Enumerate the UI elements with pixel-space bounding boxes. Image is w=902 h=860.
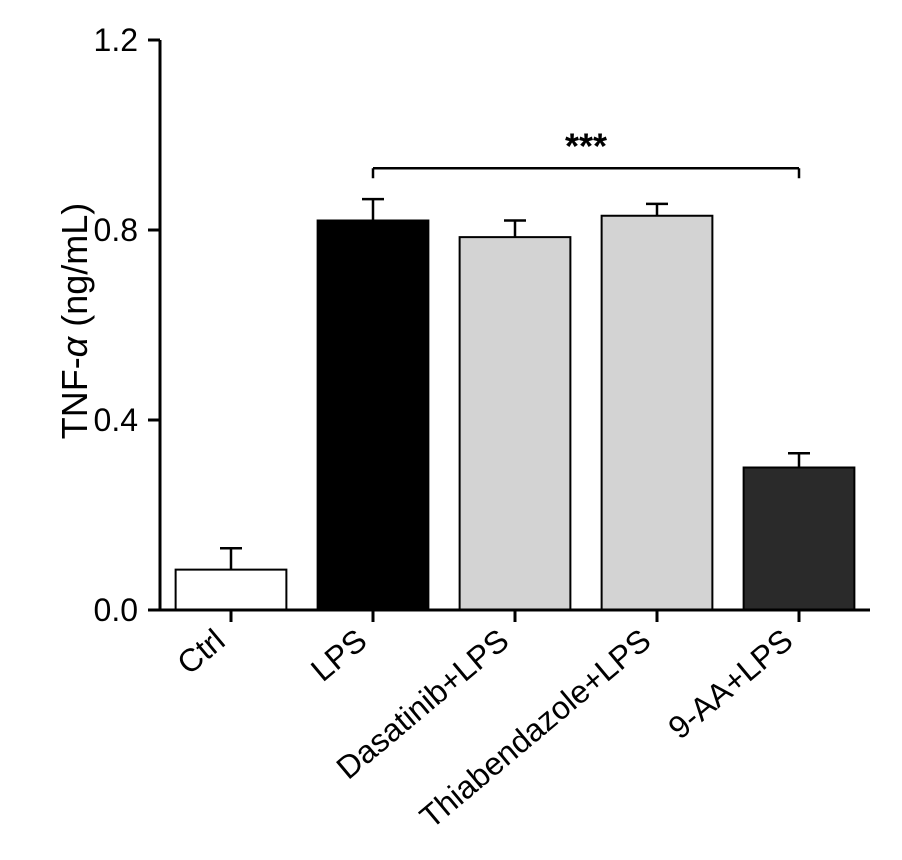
significance-label: *** (565, 125, 607, 166)
ytick-label: 1.2 (94, 22, 138, 58)
bar (318, 199, 429, 610)
ytick-label: 0.8 (94, 212, 138, 248)
bar (460, 221, 571, 611)
ytick-label: 0.4 (94, 402, 138, 438)
bar (602, 204, 713, 610)
ytick-label: 0.0 (94, 592, 138, 628)
bar-chart: TNF-α (ng/mL) 0.00.40.81.2CtrlLPSDasatin… (0, 0, 902, 860)
chart-svg: 0.00.40.81.2CtrlLPSDasatinib+LPSThiabend… (0, 0, 902, 860)
bar (744, 453, 855, 610)
y-axis-title: TNF-α (ng/mL) (54, 191, 96, 451)
